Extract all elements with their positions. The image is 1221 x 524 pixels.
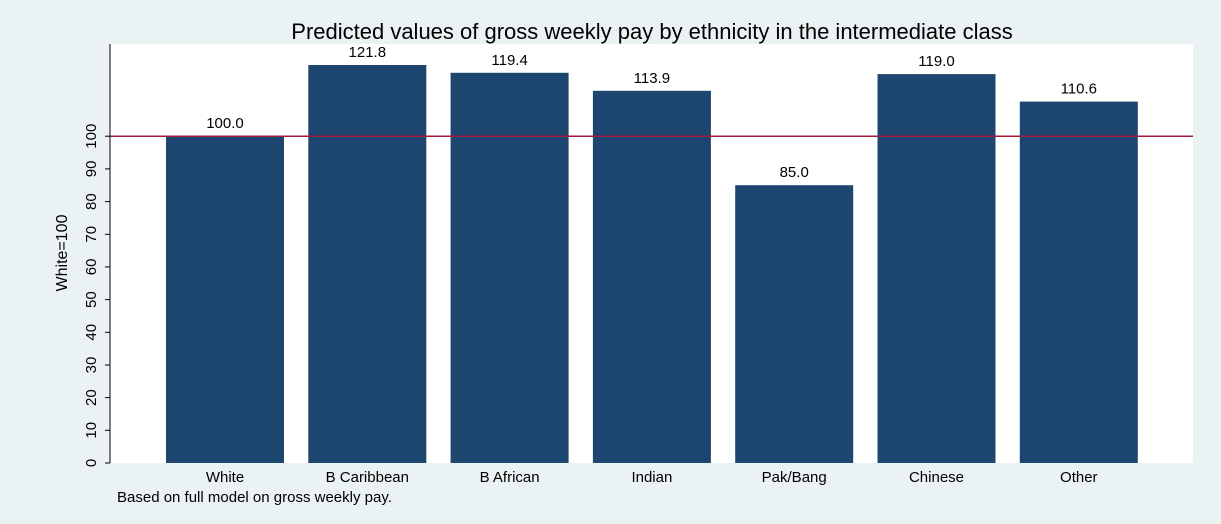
value-label-1: 121.8 — [349, 44, 387, 61]
y-axis-label: White=100 — [54, 214, 71, 291]
category-label-5: Chinese — [909, 469, 964, 486]
y-ticks-layer: 0 10 20 30 40 50 60 70 80 90 100 — [83, 124, 110, 467]
y-tick-label-0: 0 — [83, 459, 100, 467]
bars-layer — [166, 65, 1138, 464]
bar-3 — [592, 90, 711, 464]
category-label-4: Pak/Bang — [762, 469, 827, 486]
value-label-4: 85.0 — [780, 164, 809, 181]
value-label-6: 110.6 — [1061, 81, 1097, 98]
value-label-5: 119.0 — [918, 53, 954, 70]
y-tick-label-1: 10 — [83, 422, 100, 439]
category-label-6: Other — [1060, 469, 1098, 486]
y-tick-label-7: 70 — [83, 226, 100, 243]
chart-title: Predicted values of gross weekly pay by … — [291, 19, 1012, 44]
y-tick-label-2: 20 — [83, 389, 100, 406]
category-label-0: White — [206, 469, 244, 486]
y-tick-label-10: 100 — [83, 124, 100, 149]
bar-1 — [308, 65, 427, 463]
bar-0 — [166, 136, 284, 463]
y-tick-label-8: 80 — [83, 193, 100, 210]
value-label-0: 100.0 — [206, 115, 244, 132]
y-tick-label-3: 30 — [83, 357, 100, 374]
category-label-2: B African — [480, 469, 540, 486]
category-label-3: Indian — [631, 469, 672, 486]
y-tick-label-5: 50 — [83, 291, 100, 308]
value-label-3: 113.9 — [634, 70, 670, 87]
value-labels-layer: 100.0 121.8 119.4 113.9 85.0 119.0 110.6 — [206, 44, 1097, 181]
y-tick-label-4: 40 — [83, 324, 100, 341]
bar-5 — [877, 74, 996, 463]
bar-4 — [735, 185, 854, 463]
value-label-2: 119.4 — [491, 52, 527, 69]
chart-note: Based on full model on gross weekly pay. — [117, 489, 392, 506]
y-tick-label-6: 60 — [83, 259, 100, 276]
category-label-1: B Caribbean — [326, 469, 409, 486]
bar-6 — [1019, 101, 1138, 463]
y-tick-label-9: 90 — [83, 161, 100, 178]
bar-2 — [450, 72, 569, 464]
category-labels-layer: White B Caribbean B African Indian Pak/Bang C… — [206, 469, 1098, 486]
